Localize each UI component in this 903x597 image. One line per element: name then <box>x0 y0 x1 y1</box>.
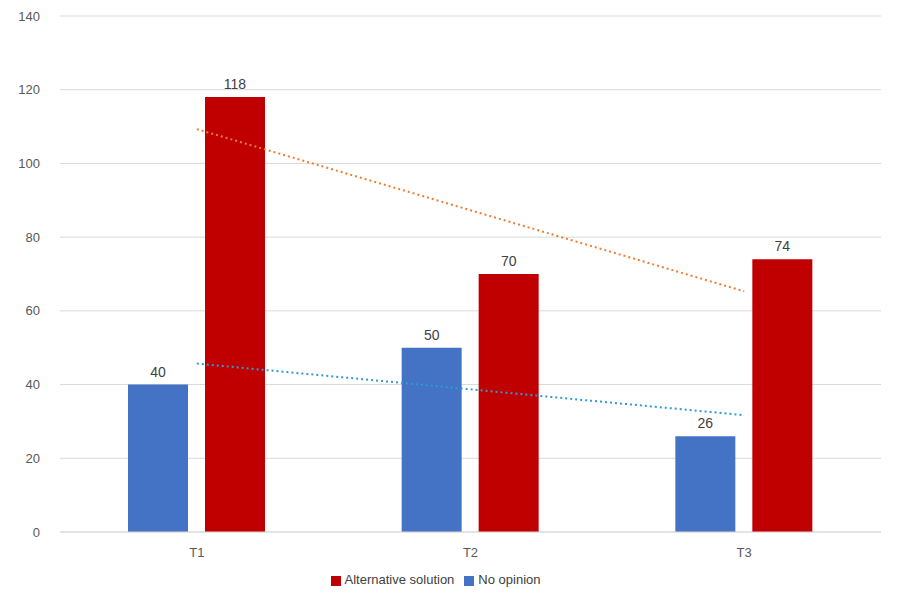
svg-text:0: 0 <box>33 525 40 540</box>
svg-text:20: 20 <box>26 451 40 466</box>
svg-text:T3: T3 <box>737 545 752 560</box>
svg-text:26: 26 <box>698 415 714 431</box>
html-text:Alternative solution: Alternative solution <box>344 572 455 587</box>
svg-text:50: 50 <box>424 327 440 343</box>
svg-text:80: 80 <box>26 230 40 245</box>
svg-text:120: 120 <box>18 82 40 97</box>
svg-text:74: 74 <box>775 238 791 254</box>
svg-text:70: 70 <box>501 253 517 269</box>
svg-text:118: 118 <box>224 76 247 92</box>
svg-text:100: 100 <box>18 156 40 171</box>
svg-text:60: 60 <box>26 303 40 318</box>
svg-text:40: 40 <box>26 377 40 392</box>
svg-text:140: 140 <box>18 9 40 24</box>
svg-text:T2: T2 <box>463 545 478 560</box>
svg-text:40: 40 <box>150 364 166 380</box>
svg-text:T1: T1 <box>189 545 204 560</box>
html-text:No opinion: No opinion <box>478 572 541 587</box>
